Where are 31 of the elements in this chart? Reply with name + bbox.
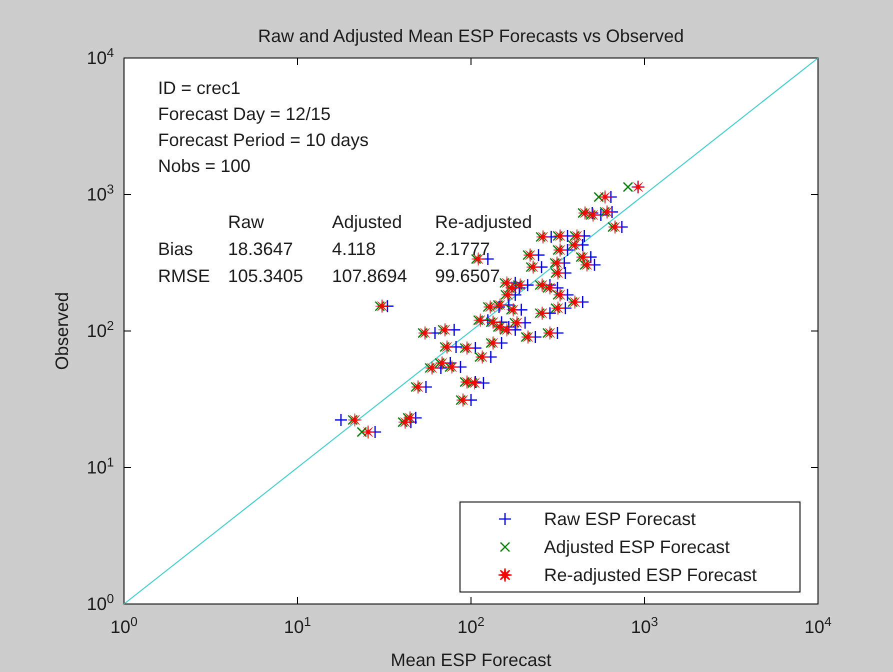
y-tick-label: 10$^{0}$ [86, 590, 114, 614]
x-tick-label: 10$^{3}$ [630, 613, 658, 637]
annotation: Forecast Period = 10 days [158, 130, 369, 150]
annotation: RMSE [158, 266, 210, 286]
annotation: 99.6507 [435, 266, 500, 286]
x-tick-label: 10$^{0}$ [110, 613, 138, 637]
annotation: ID = crec1 [158, 78, 241, 98]
annotation: Adjusted [332, 212, 402, 232]
x-tick-label: 10$^{1}$ [284, 613, 312, 637]
y-tick-label: 10$^{4}$ [86, 44, 114, 68]
chart-title: Raw and Adjusted Mean ESP Forecasts vs Observed [258, 26, 684, 46]
annotation: Re-adjusted [435, 212, 532, 232]
annotation: 105.3405 [228, 266, 304, 286]
y-tick-label: 10$^{1}$ [86, 454, 114, 478]
annotation: 107.8694 [332, 266, 408, 286]
y-tick-label: 10$^{2}$ [86, 317, 114, 341]
y-axis-title: Observed [52, 292, 72, 370]
x-tick-label: 10$^{2}$ [457, 613, 485, 637]
legend-label: Raw ESP Forecast [544, 509, 696, 529]
legend-label: Adjusted ESP Forecast [544, 537, 730, 557]
annotation: 4.118 [332, 239, 376, 259]
x-tick-label: 10$^{4}$ [804, 613, 832, 637]
annotation: Raw [228, 212, 266, 232]
annotation: 18.3647 [228, 239, 294, 259]
annotation: 2.1777 [435, 239, 490, 259]
annotation: Bias [158, 239, 194, 259]
legend-label: Re-adjusted ESP Forecast [544, 565, 757, 585]
annotation: Nobs = 100 [158, 156, 251, 176]
y-tick-label: 10$^{3}$ [86, 180, 114, 204]
x-axis-title: Mean ESP Forecast [390, 650, 552, 670]
annotation: Forecast Day = 12/15 [158, 104, 331, 124]
